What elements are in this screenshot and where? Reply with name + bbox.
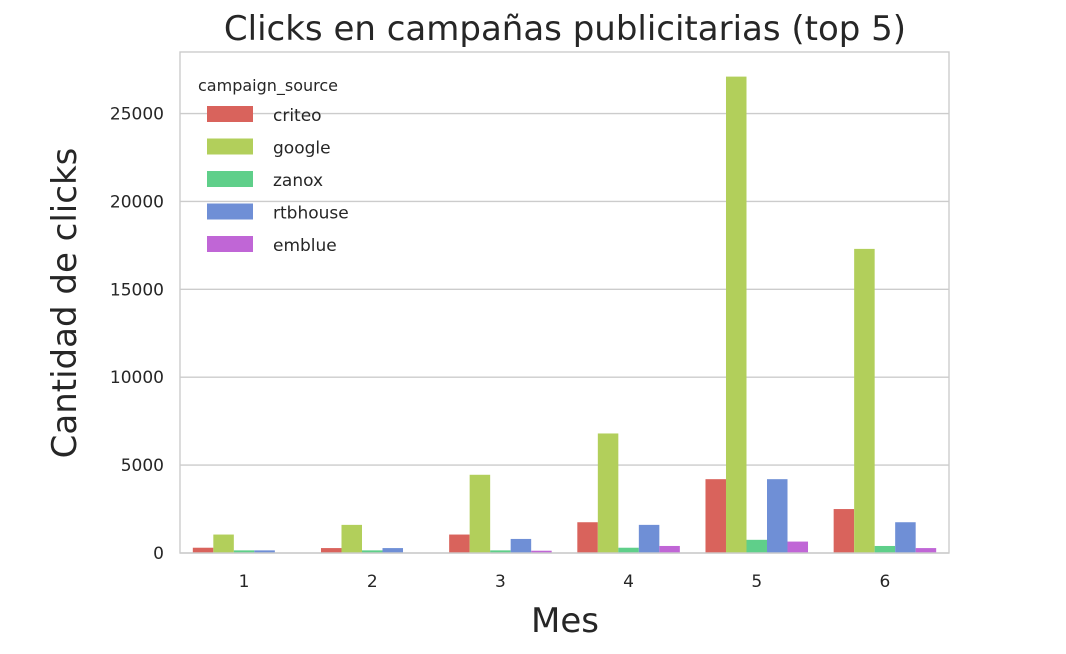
bar-google-6 bbox=[854, 248, 875, 553]
bar-google-1 bbox=[213, 534, 234, 553]
x-tick-label: 2 bbox=[367, 572, 378, 592]
legend-entry-zanox: zanox bbox=[273, 171, 323, 191]
y-tick-label: 10000 bbox=[110, 368, 164, 388]
x-tick-label: 5 bbox=[751, 572, 762, 592]
bar-criteo-4 bbox=[577, 522, 598, 553]
y-tick-label: 15000 bbox=[110, 280, 164, 300]
bar-emblue-5 bbox=[787, 541, 809, 553]
x-tick-labels: 1 2 3 4 5 6 bbox=[239, 572, 891, 592]
x-tick-label: 1 bbox=[239, 572, 250, 592]
bar-rtbhouse-3 bbox=[510, 538, 532, 553]
legend-swatch-google bbox=[207, 138, 253, 155]
x-tick-label: 6 bbox=[880, 572, 891, 592]
y-tick-label: 0 bbox=[153, 544, 164, 564]
bar-emblue-3 bbox=[531, 550, 552, 553]
x-tick-label: 4 bbox=[623, 572, 634, 592]
bar-emblue-6 bbox=[915, 548, 937, 553]
legend-title: campaign_source bbox=[198, 76, 338, 96]
bar-criteo-3 bbox=[449, 534, 470, 553]
bar-zanox-6 bbox=[874, 545, 896, 553]
y-tick-label: 25000 bbox=[110, 105, 164, 125]
x-tick-label: 3 bbox=[495, 572, 506, 592]
legend-swatch-emblue bbox=[207, 236, 253, 252]
bars bbox=[192, 76, 937, 553]
y-tick-labels: 0 5000 10000 15000 20000 25000 bbox=[110, 105, 164, 564]
bar-google-4 bbox=[597, 433, 619, 553]
bar-zanox-5 bbox=[746, 539, 768, 553]
y-axis-label: Cantidad de clicks bbox=[45, 148, 85, 459]
legend-entry-emblue: emblue bbox=[273, 236, 337, 256]
legend-entry-criteo: criteo bbox=[273, 106, 322, 126]
legend-swatch-zanox bbox=[207, 171, 253, 187]
legend-swatch-criteo bbox=[207, 106, 253, 122]
bar-rtbhouse-6 bbox=[895, 522, 916, 553]
bar-rtbhouse-4 bbox=[638, 524, 660, 553]
legend: campaign_source criteo google zanox rtbhous… bbox=[198, 76, 349, 256]
bar-criteo-1 bbox=[192, 547, 214, 553]
bar-google-5 bbox=[725, 76, 747, 553]
y-tick-label: 5000 bbox=[121, 456, 164, 476]
x-axis-label: Mes bbox=[531, 601, 599, 641]
y-tick-label: 20000 bbox=[110, 192, 164, 212]
bar-zanox-3 bbox=[490, 550, 511, 553]
bar-google-3 bbox=[469, 474, 491, 553]
legend-swatch-rtbhouse bbox=[207, 203, 253, 220]
bar-rtbhouse-1 bbox=[254, 550, 275, 553]
bar-criteo-2 bbox=[320, 548, 342, 553]
bar-rtbhouse-5 bbox=[767, 479, 788, 553]
bar-criteo-6 bbox=[833, 509, 855, 553]
bar-criteo-5 bbox=[705, 479, 726, 553]
bar-google-2 bbox=[341, 524, 362, 553]
bar-zanox-2 bbox=[361, 550, 383, 553]
bar-zanox-1 bbox=[233, 550, 255, 553]
legend-entry-google: google bbox=[273, 139, 331, 159]
plot-frame bbox=[179, 51, 950, 554]
bar-zanox-4 bbox=[618, 547, 639, 553]
legend-entry-rtbhouse: rtbhouse bbox=[273, 204, 349, 224]
chart-title: Clicks en campañas publicitarias (top 5) bbox=[224, 9, 906, 49]
bar-emblue-4 bbox=[659, 545, 680, 553]
bar-rtbhouse-2 bbox=[382, 548, 404, 553]
